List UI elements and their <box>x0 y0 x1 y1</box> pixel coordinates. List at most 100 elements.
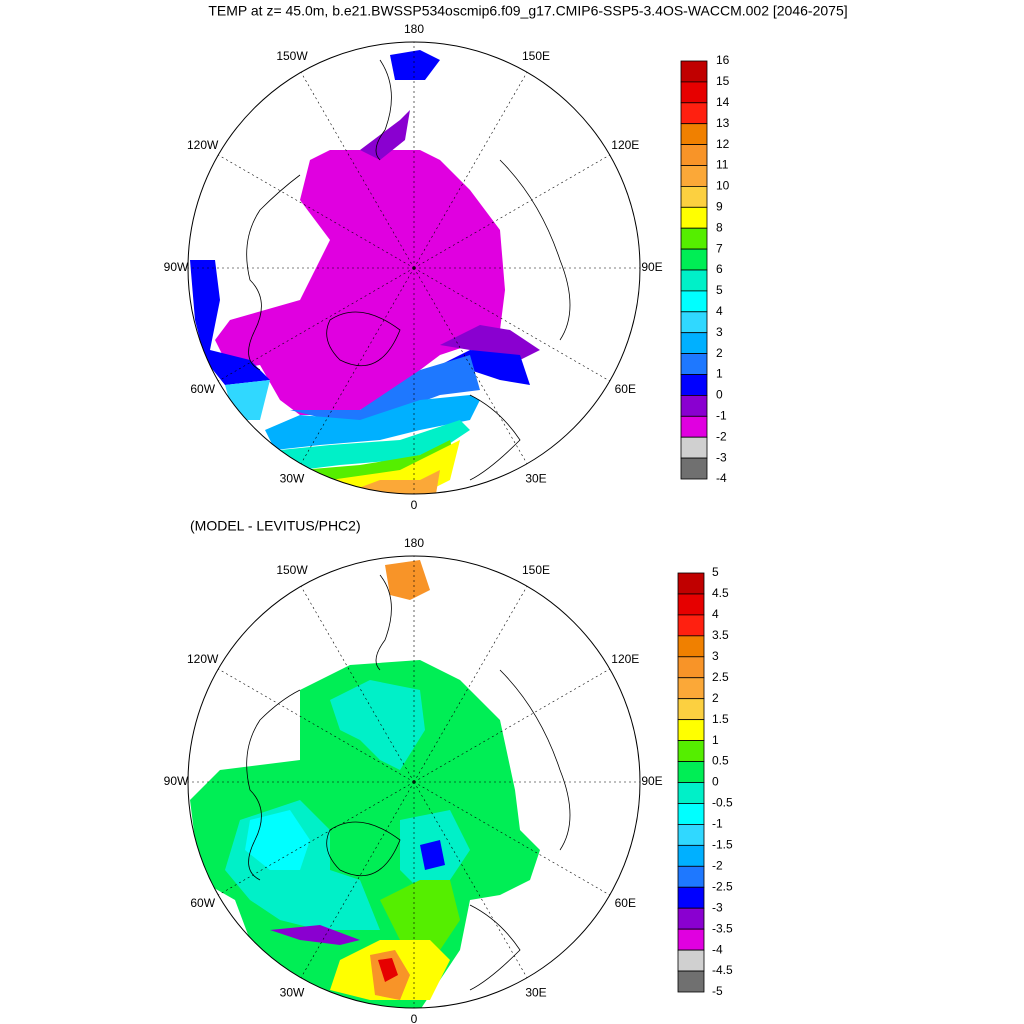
colorbar-label: 4.5 <box>712 586 729 600</box>
colorbar-box <box>680 311 708 334</box>
longitude-label: 150W <box>276 563 308 577</box>
colorbar-label: 8 <box>716 220 723 234</box>
colorbar-label: 2 <box>716 346 723 360</box>
colorbar-box <box>677 824 705 846</box>
longitude-label: 90W <box>164 774 189 788</box>
colorbar-label: -4.5 <box>712 963 733 977</box>
colorbar-box <box>680 227 708 250</box>
colorbar-label: 4 <box>712 607 719 621</box>
colorbar-box <box>677 740 705 762</box>
longitude-label: 150W <box>276 49 308 63</box>
longitude-label: 180 <box>404 536 424 550</box>
longitude-label: 150E <box>522 563 550 577</box>
colorbar-box <box>680 206 708 229</box>
longitude-label: 90E <box>641 260 662 274</box>
longitude-label: 150E <box>522 49 550 63</box>
colorbar-box <box>680 185 708 208</box>
colorbar-box <box>677 949 705 972</box>
colorbar-box <box>680 60 708 83</box>
colorbar-box <box>677 656 705 679</box>
colorbar-box <box>680 374 708 396</box>
colorbar-box <box>677 782 705 804</box>
colorbar-box <box>680 165 708 187</box>
colorbar-box <box>677 928 705 951</box>
colorbar-label: -1 <box>716 408 727 422</box>
colorbar-label: 11 <box>716 158 729 172</box>
longitude-label: 30W <box>280 985 305 999</box>
colorbar-label: 0.5 <box>712 754 729 768</box>
colorbar-label: 9 <box>716 199 723 213</box>
longitude-label: 90W <box>164 260 189 274</box>
colorbar-box <box>677 761 705 783</box>
colorbar-label: 0 <box>712 775 719 789</box>
subtitle: (MODEL - LEVITUS/PHC2) <box>190 518 361 534</box>
colorbar-label: 3 <box>716 325 723 339</box>
longitude-label: 60E <box>615 382 636 396</box>
colorbar-label: 14 <box>716 95 730 109</box>
colorbar-label: -3 <box>712 900 723 914</box>
longitude-label: 60E <box>615 896 636 910</box>
colorbar-box <box>680 269 708 292</box>
colorbar-box <box>677 886 705 909</box>
colorbar-box <box>680 436 708 459</box>
colorbar-label: -1 <box>712 817 723 831</box>
colorbar-label: 1 <box>716 367 723 381</box>
coastlines <box>246 59 571 481</box>
colorbar-box <box>680 81 708 104</box>
colorbar-label: -5 <box>712 984 723 998</box>
colorbar-label: 7 <box>716 241 723 255</box>
colorbar-box <box>680 415 708 438</box>
colorbar-box <box>677 635 705 658</box>
colorbar-box <box>677 593 705 616</box>
colorbar-label: -0.5 <box>712 796 733 810</box>
colorbar-box <box>680 353 708 375</box>
colorbar-label: 5 <box>716 283 723 297</box>
colorbar-label: 5 <box>712 565 719 579</box>
colorbar-label: 13 <box>716 116 730 130</box>
colorbar-box <box>677 614 705 637</box>
longitude-label: 180 <box>404 22 424 36</box>
colorbar-label: 1 <box>712 733 719 747</box>
colorbar-label: -3.5 <box>712 921 733 935</box>
longitude-label: 0 <box>411 1012 418 1024</box>
field <box>190 50 540 494</box>
colorbar-label: 16 <box>716 53 730 67</box>
longitude-label: 120W <box>187 652 219 666</box>
colorbar-box <box>677 865 705 888</box>
colorbar-label: 4 <box>716 304 723 318</box>
colorbar-box <box>680 123 708 145</box>
colorbar-box <box>677 907 705 930</box>
longitude-label: 60W <box>190 896 215 910</box>
longitude-label: 30W <box>280 471 305 485</box>
colorbar-box <box>680 144 708 166</box>
colorbar-box <box>680 102 708 125</box>
colorbar-label: 12 <box>716 137 730 151</box>
colorbar-box <box>680 332 708 355</box>
colorbar-label: -3 <box>716 450 727 464</box>
longitude-label: 90E <box>641 774 662 788</box>
colorbar-label: -2 <box>716 429 727 443</box>
colorbar-label: -1.5 <box>712 838 733 852</box>
colorbar-label: 6 <box>716 262 723 276</box>
colorbar-box <box>677 803 705 825</box>
field <box>190 560 540 1008</box>
colorbar-box <box>680 457 708 480</box>
longitude-label: 120W <box>187 138 219 152</box>
longitude-label: 120E <box>611 652 639 666</box>
colorbar-label: 3 <box>712 649 719 663</box>
colorbar-label: 15 <box>716 74 730 88</box>
longitude-label: 0 <box>411 498 418 512</box>
colorbar-box <box>677 970 705 993</box>
colorbar-box <box>680 248 708 271</box>
colorbar-label: -4 <box>712 942 723 956</box>
longitude-label: 120E <box>611 138 639 152</box>
colorbar-label: -4 <box>716 471 727 485</box>
colorbar-label: 0 <box>716 388 723 402</box>
colorbar-box <box>680 290 708 313</box>
colorbar-box <box>677 719 705 742</box>
colorbar-box <box>677 677 705 700</box>
colorbar-label: 2 <box>712 691 719 705</box>
colorbar-box <box>677 572 705 595</box>
title: TEMP at z= 45.0m, b.e21.BWSSP534oscmip6.… <box>208 3 847 19</box>
